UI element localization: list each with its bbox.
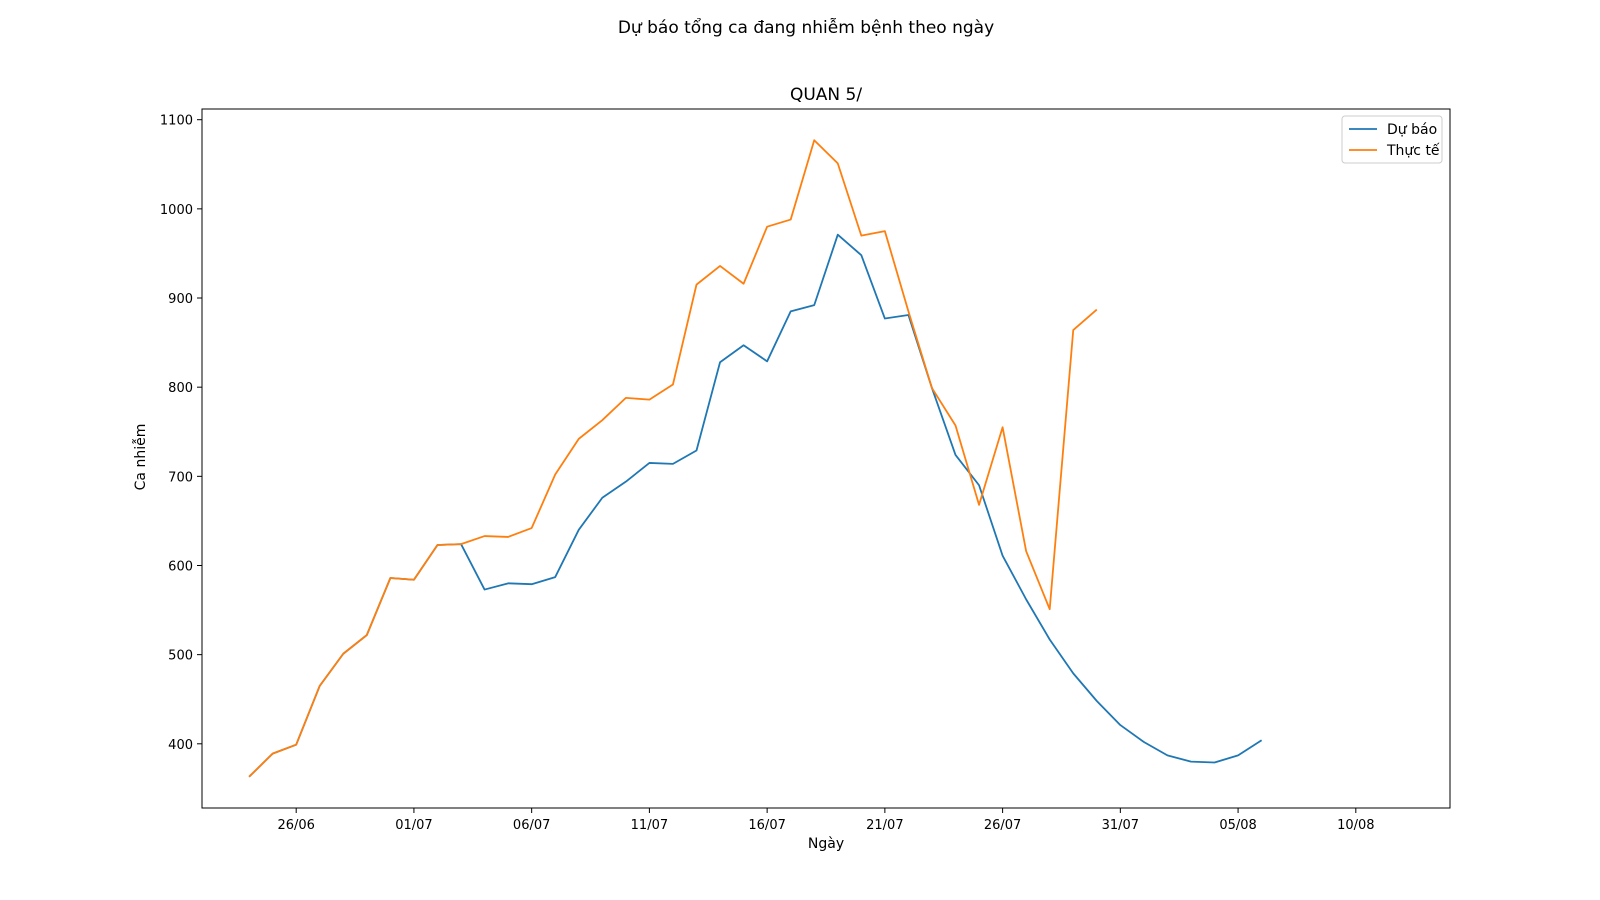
legend-label-1: Thực tế	[1386, 142, 1440, 159]
y-tick-label: 1100	[160, 114, 193, 129]
x-tick-label: 16/07	[748, 818, 785, 833]
x-tick-label: 31/07	[1102, 818, 1139, 833]
x-tick-label: 21/07	[866, 818, 903, 833]
plot-frame	[201, 108, 1451, 809]
y-tick-label: 700	[168, 470, 193, 485]
series-line-1	[248, 139, 1098, 778]
x-tick-label: 05/08	[1219, 818, 1256, 833]
y-tick-label: 800	[168, 381, 193, 396]
y-tick-label: 900	[168, 292, 193, 307]
x-axis-label: Ngày	[808, 836, 844, 852]
x-tick-label: 01/07	[395, 818, 432, 833]
y-tick-label: 500	[168, 649, 193, 664]
x-tick-label: 10/08	[1337, 818, 1374, 833]
plot-area: 26/06 01/07 06/07 11/07 16/07 21/07 26/07 31/07…	[160, 108, 1451, 833]
figure-suptitle: Dự báo tổng ca đang nhiễm bệnh theo ngày	[618, 17, 994, 38]
series-line-0	[248, 233, 1263, 778]
legend: Dự báo Thực tế	[1341, 115, 1443, 164]
x-tick-label: 06/07	[513, 818, 550, 833]
y-tick-label: 600	[168, 559, 193, 574]
chart-title: QUAN 5/	[790, 85, 862, 105]
x-tick-label: 26/06	[277, 818, 314, 833]
x-tick-label: 26/07	[984, 818, 1021, 833]
y-tick-label: 1000	[160, 203, 193, 218]
y-axis-label: Ca nhiễm	[132, 424, 149, 491]
legend-box	[1341, 115, 1443, 164]
y-tick-label: 400	[168, 738, 193, 753]
legend-label-0: Dự báo	[1387, 122, 1437, 138]
x-tick-label: 11/07	[631, 818, 668, 833]
